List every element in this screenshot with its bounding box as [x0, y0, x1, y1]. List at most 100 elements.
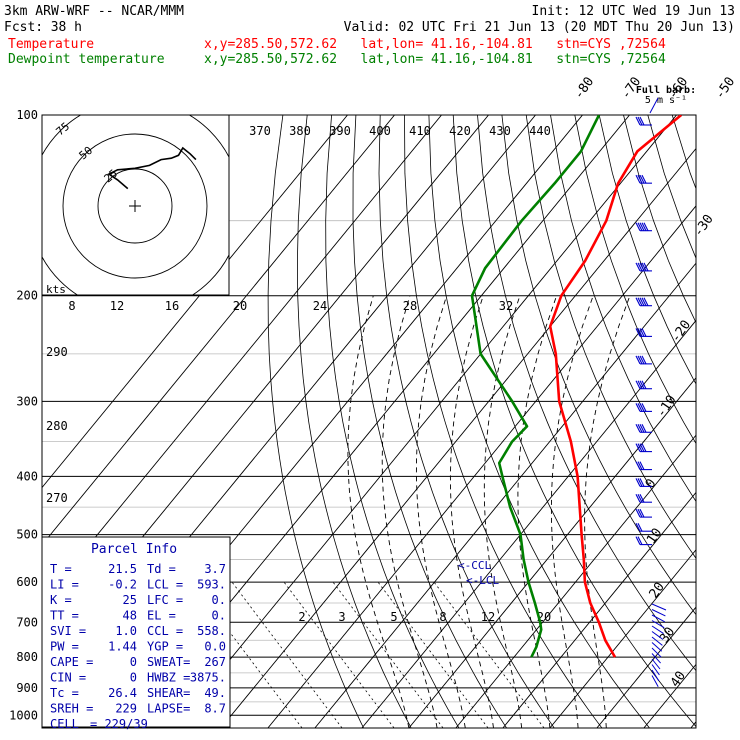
- theta-label: 420: [449, 124, 471, 138]
- wind-barb: [651, 647, 662, 658]
- mixing-ratio-lines: [191, 581, 545, 728]
- parcel-param-value: 229: [115, 702, 137, 716]
- parcel-param-name: SWEAT=: [147, 655, 190, 669]
- model-title: 3km ARW-WRF -- NCAR/MMM: [4, 4, 184, 19]
- mixing-ratio-line: [433, 581, 545, 728]
- parcel-param-name: CAPE =: [50, 655, 93, 669]
- wind-barb-flag: [635, 403, 641, 412]
- isotherm-label: 40: [668, 669, 689, 690]
- wind-barb: [651, 636, 663, 646]
- wind-barb-flag: [635, 522, 641, 532]
- moist-adiabat-line: [347, 295, 410, 728]
- wind-barb-flag: [637, 297, 643, 306]
- wind-barb-flag: [639, 443, 645, 452]
- wind-barb-flag: [639, 116, 645, 126]
- parcel-param-name: YGP =: [147, 640, 183, 654]
- dry-adiabat-line: [671, 115, 696, 728]
- isotherm-line: [549, 115, 696, 728]
- mixing-ratio-label: 5: [390, 610, 397, 624]
- isotherm-label: 20: [647, 580, 668, 601]
- dry-adiabat-line: [325, 115, 460, 728]
- parcel-param-name: CELL: [50, 717, 79, 731]
- wind-barb: [651, 603, 667, 611]
- wind-barb-flag: [637, 461, 643, 470]
- parcel-param-name: SREH =: [50, 702, 93, 716]
- parcel-param-name: EL =: [147, 609, 176, 623]
- pressure-label: 900: [16, 681, 38, 695]
- isotherm-line: [361, 115, 696, 728]
- dewpoint-profile: [470, 115, 601, 658]
- parcel-param-name: CIN =: [50, 671, 86, 685]
- ccl-marker: <-CCL: [458, 559, 491, 572]
- wind-barb: [651, 675, 659, 687]
- parcel-param-value: 49.: [204, 686, 226, 700]
- parcel-param-name: SHEAR=: [147, 686, 190, 700]
- wind-barb-flag: [639, 297, 645, 306]
- wind-barb-flag: [639, 222, 645, 231]
- parcel-param-value: = 229/39: [90, 717, 148, 731]
- wind-barb-flag: [643, 222, 649, 231]
- dry-adiabat-line: [352, 115, 507, 728]
- wind-barb-flag: [641, 403, 647, 412]
- header: 3km ARW-WRF -- NCAR/MMM Init: 12 UTC Wed…: [4, 4, 735, 67]
- wind-barb: [651, 653, 661, 664]
- parcel-param-value: 267: [204, 655, 226, 669]
- dry-adiabat-line: [267, 115, 364, 728]
- parcel-param-name: T =: [50, 562, 72, 576]
- isotherm-label: -20: [668, 318, 694, 346]
- dewpoint-legend-label: Dewpoint temperature: [8, 52, 165, 67]
- wind-barb-flag: [641, 297, 647, 306]
- wind-barb-flag: [635, 478, 641, 487]
- mixing-ratio-line: [332, 581, 444, 728]
- parcel-param-value: 25: [123, 593, 137, 607]
- wind-barb-flag: [637, 222, 643, 231]
- wind-barb-flag: [639, 328, 645, 337]
- parcel-param-value: 0: [130, 671, 137, 685]
- dry-adiabat-line: [623, 115, 696, 728]
- moist-adiabat-label: 24: [313, 299, 327, 313]
- wind-barb-flag: [635, 508, 641, 518]
- wind-barb: [651, 625, 664, 635]
- wind-barb-flag: [637, 116, 643, 126]
- hodograph-trace: [107, 146, 197, 190]
- moist-adiabat-line: [381, 295, 438, 728]
- pressure-label: 200: [16, 289, 38, 303]
- parcel-param-value: 1.44: [108, 640, 137, 654]
- wind-barb: [651, 614, 666, 623]
- wind-barb-flag: [637, 493, 643, 503]
- pressure-label: 100: [16, 108, 38, 122]
- parcel-param-name: LAPSE=: [147, 702, 190, 716]
- parcel-param-name: TT =: [50, 609, 79, 623]
- wind-barb-flag: [641, 174, 647, 184]
- mixing-ratio-line: [191, 581, 303, 728]
- parcel-info-box: Parcel Info T = 21.5 Td = 3.7 LI = -0.2 LCL = 5…: [41, 536, 231, 731]
- isotherm-label: -80: [572, 74, 598, 102]
- sounding-profiles: [470, 115, 683, 658]
- parcel-param-value: -0.2: [108, 578, 137, 592]
- isotherm-line: [220, 115, 696, 728]
- wind-barb-flag: [637, 174, 643, 184]
- pressure-label: 300: [16, 394, 38, 408]
- moist-adiabat-line: [517, 295, 558, 728]
- pressure-label: 800: [16, 650, 38, 664]
- wind-barbs: [635, 116, 667, 687]
- pressure-label: 500: [16, 528, 38, 542]
- wind-barb-flag: [637, 522, 643, 532]
- barb-legend-title: Full barb:: [636, 85, 696, 96]
- dry-adiabat-line: [574, 115, 696, 728]
- wind-barb-flag: [637, 328, 643, 337]
- wind-barb-flag: [635, 380, 641, 389]
- wind-barb-flag: [635, 355, 641, 365]
- mixing-ratio-label: 8: [439, 610, 446, 624]
- pressure-label: 700: [16, 615, 38, 629]
- wind-barb-flag: [637, 355, 643, 365]
- moist-adiabat-label: 32: [499, 299, 513, 313]
- wind-barb-flag: [635, 222, 641, 231]
- parcel-param-value: 0.0: [204, 640, 226, 654]
- forecast-label: Fcst:: [4, 20, 43, 35]
- parcel-param-name: LI =: [50, 578, 79, 592]
- wind-barb-flag: [637, 536, 643, 545]
